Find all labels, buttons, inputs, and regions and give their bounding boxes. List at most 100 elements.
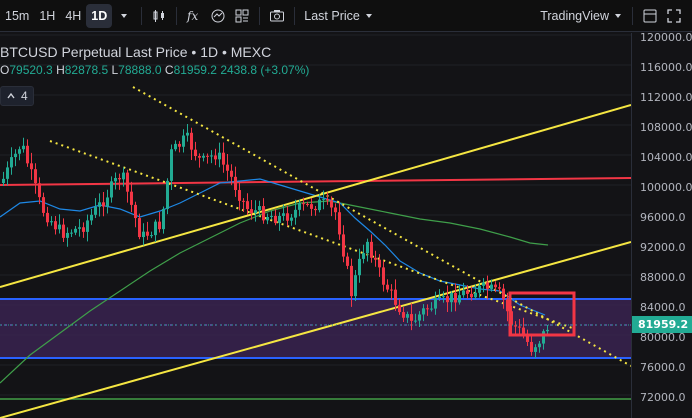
highlight-box: [508, 291, 576, 337]
candle-body: [318, 199, 321, 211]
candle-body: [342, 234, 345, 257]
svg-text:fx: fx: [186, 9, 198, 23]
candle-body: [78, 227, 81, 229]
layout-icon[interactable]: [230, 4, 254, 28]
candle-body: [294, 209, 297, 218]
chevron-down-icon[interactable]: [112, 4, 136, 28]
candle-body: [86, 220, 89, 232]
candle-body: [174, 143, 177, 150]
price-tick: 92000.0: [640, 241, 686, 254]
candle-body: [54, 221, 57, 230]
candle-body: [446, 296, 449, 303]
timeframe-1h[interactable]: 1H: [39, 8, 56, 23]
indicators-toggle-button[interactable]: 4: [0, 86, 34, 106]
candle-body: [46, 212, 49, 223]
candle-body: [158, 221, 161, 230]
candle-body: [366, 241, 369, 254]
price-tick: 88000.0: [640, 271, 686, 284]
candle-body: [210, 155, 213, 157]
candle-body: [326, 199, 329, 201]
candle-body: [250, 209, 253, 214]
timeframe-1d[interactable]: 1D: [86, 3, 113, 28]
price-tick: 80000.0: [640, 331, 686, 344]
chart-toolbar: 15m 1H 4H 1D fx Last Price TradingView: [0, 0, 692, 32]
candle-body: [206, 155, 209, 157]
candle-body: [106, 197, 109, 207]
candle-body: [98, 202, 101, 207]
chart-type-dropdown[interactable]: TradingView: [536, 9, 627, 23]
candle-body: [94, 206, 97, 215]
candle-body: [2, 178, 5, 183]
candle-body: [526, 335, 529, 342]
candle-body: [534, 347, 537, 352]
timeframe-4h[interactable]: 4H: [65, 8, 82, 23]
fullscreen-icon[interactable]: [662, 4, 686, 28]
candle-body: [354, 275, 357, 297]
close-value: 81959.2: [173, 63, 217, 77]
resistance-line: [0, 177, 631, 186]
candle-body: [190, 132, 193, 150]
price-tick: 116000.0: [640, 61, 692, 74]
candle-body: [546, 329, 549, 332]
price-chart[interactable]: [0, 33, 631, 418]
candle-body: [18, 149, 21, 154]
price-tick: 100000.0: [640, 181, 692, 194]
candle-body: [322, 199, 325, 201]
price-tick: 108000.0: [640, 121, 692, 134]
candle-body: [222, 152, 225, 165]
candle-body: [394, 289, 397, 305]
candle-body: [130, 191, 133, 205]
candle-body: [246, 201, 249, 210]
candle-body: [258, 206, 261, 211]
candle-body: [418, 314, 421, 321]
candle-body: [502, 288, 505, 300]
toolbar-divider: [294, 6, 296, 25]
candle-body: [538, 343, 541, 348]
candle-body: [38, 183, 41, 198]
symbol-title[interactable]: BTCUSD Perpetual Last Price • 1D • MEXC: [0, 44, 272, 60]
candle-body: [198, 156, 201, 158]
candle-body: [150, 235, 153, 237]
candle-body: [262, 206, 265, 221]
candle-body: [114, 178, 117, 182]
toolbar-divider: [141, 6, 143, 25]
candle-body: [58, 224, 61, 230]
candles-icon[interactable]: [147, 4, 171, 28]
candle-body: [146, 231, 149, 236]
toolbar-divider: [259, 6, 261, 25]
tradingview-label: TradingView: [540, 8, 609, 23]
candle-body: [230, 170, 233, 177]
candle-body: [178, 143, 181, 147]
toolbar-divider: [632, 6, 633, 25]
candle-body: [214, 155, 217, 160]
candle-body: [330, 200, 333, 208]
ma-green-line: [0, 200, 549, 384]
candle-body: [202, 155, 205, 158]
toolbar-divider: [176, 6, 178, 25]
candle-body: [530, 341, 533, 352]
price-tick: 120000.0: [640, 31, 692, 44]
chevron-down-icon: [615, 13, 621, 18]
candle-body: [186, 132, 189, 136]
window-icon[interactable]: [638, 4, 662, 28]
candle-body: [406, 314, 409, 318]
indicator-icon[interactable]: [206, 4, 230, 28]
candle-body: [482, 282, 485, 286]
camera-icon[interactable]: [265, 4, 289, 28]
candle-body: [82, 227, 85, 232]
timeframe-15m[interactable]: 15m: [5, 8, 30, 23]
candle-body: [122, 172, 125, 180]
candle-body: [426, 308, 429, 310]
candle-body: [470, 293, 473, 298]
candle-body: [278, 215, 281, 223]
fx-icon[interactable]: fx: [182, 4, 206, 28]
price-axis[interactable]: 120000.0 116000.0 112000.0 108000.0 1040…: [631, 31, 692, 418]
price-tick: 104000.0: [640, 151, 692, 164]
candle-body: [10, 157, 13, 168]
candle-body: [490, 284, 493, 289]
chart-legend: BTCUSD Perpetual Last Price • 1D • MEXC …: [0, 44, 309, 77]
candle-body: [382, 267, 385, 285]
price-type-dropdown[interactable]: Last Price: [300, 9, 378, 23]
chart-canvas[interactable]: [0, 33, 631, 418]
candle-body: [282, 213, 285, 216]
